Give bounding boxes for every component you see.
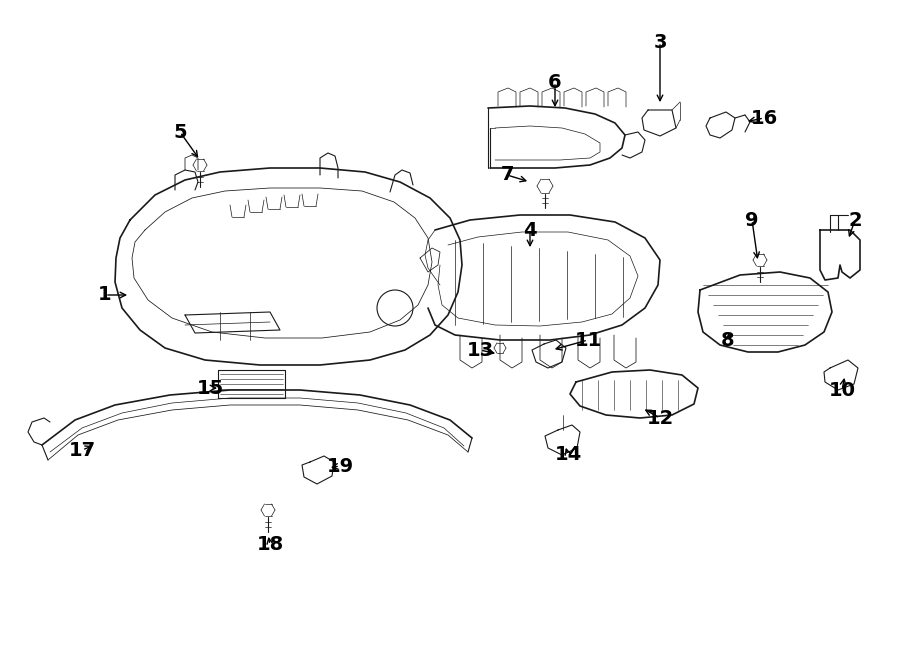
Text: 18: 18 (256, 535, 284, 555)
Text: 12: 12 (646, 408, 673, 428)
Text: 4: 4 (523, 221, 536, 239)
Text: 2: 2 (848, 210, 862, 229)
Text: 10: 10 (829, 381, 856, 399)
Text: 1: 1 (98, 286, 112, 305)
Text: 3: 3 (653, 32, 667, 52)
Text: 8: 8 (721, 330, 734, 350)
Text: 6: 6 (548, 73, 562, 91)
Text: 19: 19 (327, 457, 354, 475)
Text: 9: 9 (745, 210, 759, 229)
Text: 17: 17 (68, 440, 95, 459)
Text: 5: 5 (173, 122, 187, 141)
Text: 11: 11 (574, 330, 601, 350)
Text: 16: 16 (751, 108, 778, 128)
Text: 13: 13 (466, 340, 493, 360)
Text: 15: 15 (196, 379, 223, 397)
Text: 14: 14 (554, 446, 581, 465)
Text: 7: 7 (500, 165, 514, 184)
